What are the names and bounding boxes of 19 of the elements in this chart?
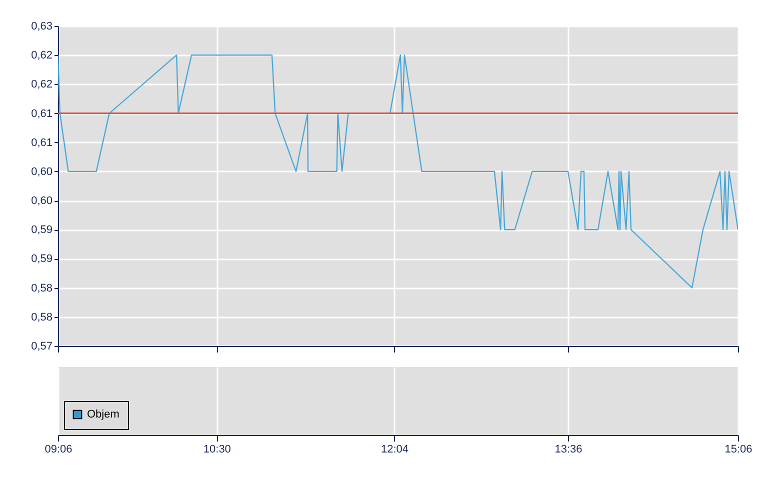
y-tick-label: 0,60 [31, 195, 52, 208]
y-tick-label: 0,58 [31, 282, 52, 294]
line-series [58, 54, 738, 288]
text: 12:04 [380, 444, 408, 456]
y-tick-label: 0,59 [31, 253, 52, 266]
y-tick-label: 0,62 [31, 50, 52, 62]
y-tick-label: 0,57 [31, 340, 52, 352]
y-tick-label: 0,58 [31, 311, 52, 324]
text: 15:06 [724, 444, 752, 456]
text: 09:06 [44, 444, 72, 456]
text: 10:30 [203, 444, 231, 456]
y-tick-label: 0,59 [31, 224, 52, 236]
y-tick-label: 0,60 [31, 166, 52, 178]
text: 13:36 [554, 444, 582, 456]
y-tick-label: 0,61 [31, 108, 52, 120]
y-tick-label: 0,62 [31, 78, 52, 91]
y-tick-label: 0,63 [31, 20, 52, 32]
y-tick-label: 0,61 [31, 136, 52, 149]
legend-label: Objem [87, 408, 120, 420]
